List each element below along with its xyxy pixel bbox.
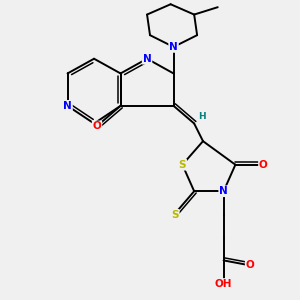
Text: N: N bbox=[219, 186, 228, 196]
Text: N: N bbox=[63, 101, 72, 111]
Text: O: O bbox=[93, 122, 101, 131]
Text: S: S bbox=[171, 210, 179, 220]
Text: S: S bbox=[178, 160, 186, 170]
Text: N: N bbox=[169, 42, 178, 52]
Text: O: O bbox=[246, 260, 254, 270]
Text: O: O bbox=[259, 160, 268, 170]
Text: OH: OH bbox=[215, 279, 232, 289]
Text: N: N bbox=[143, 54, 152, 64]
Text: H: H bbox=[198, 112, 205, 121]
